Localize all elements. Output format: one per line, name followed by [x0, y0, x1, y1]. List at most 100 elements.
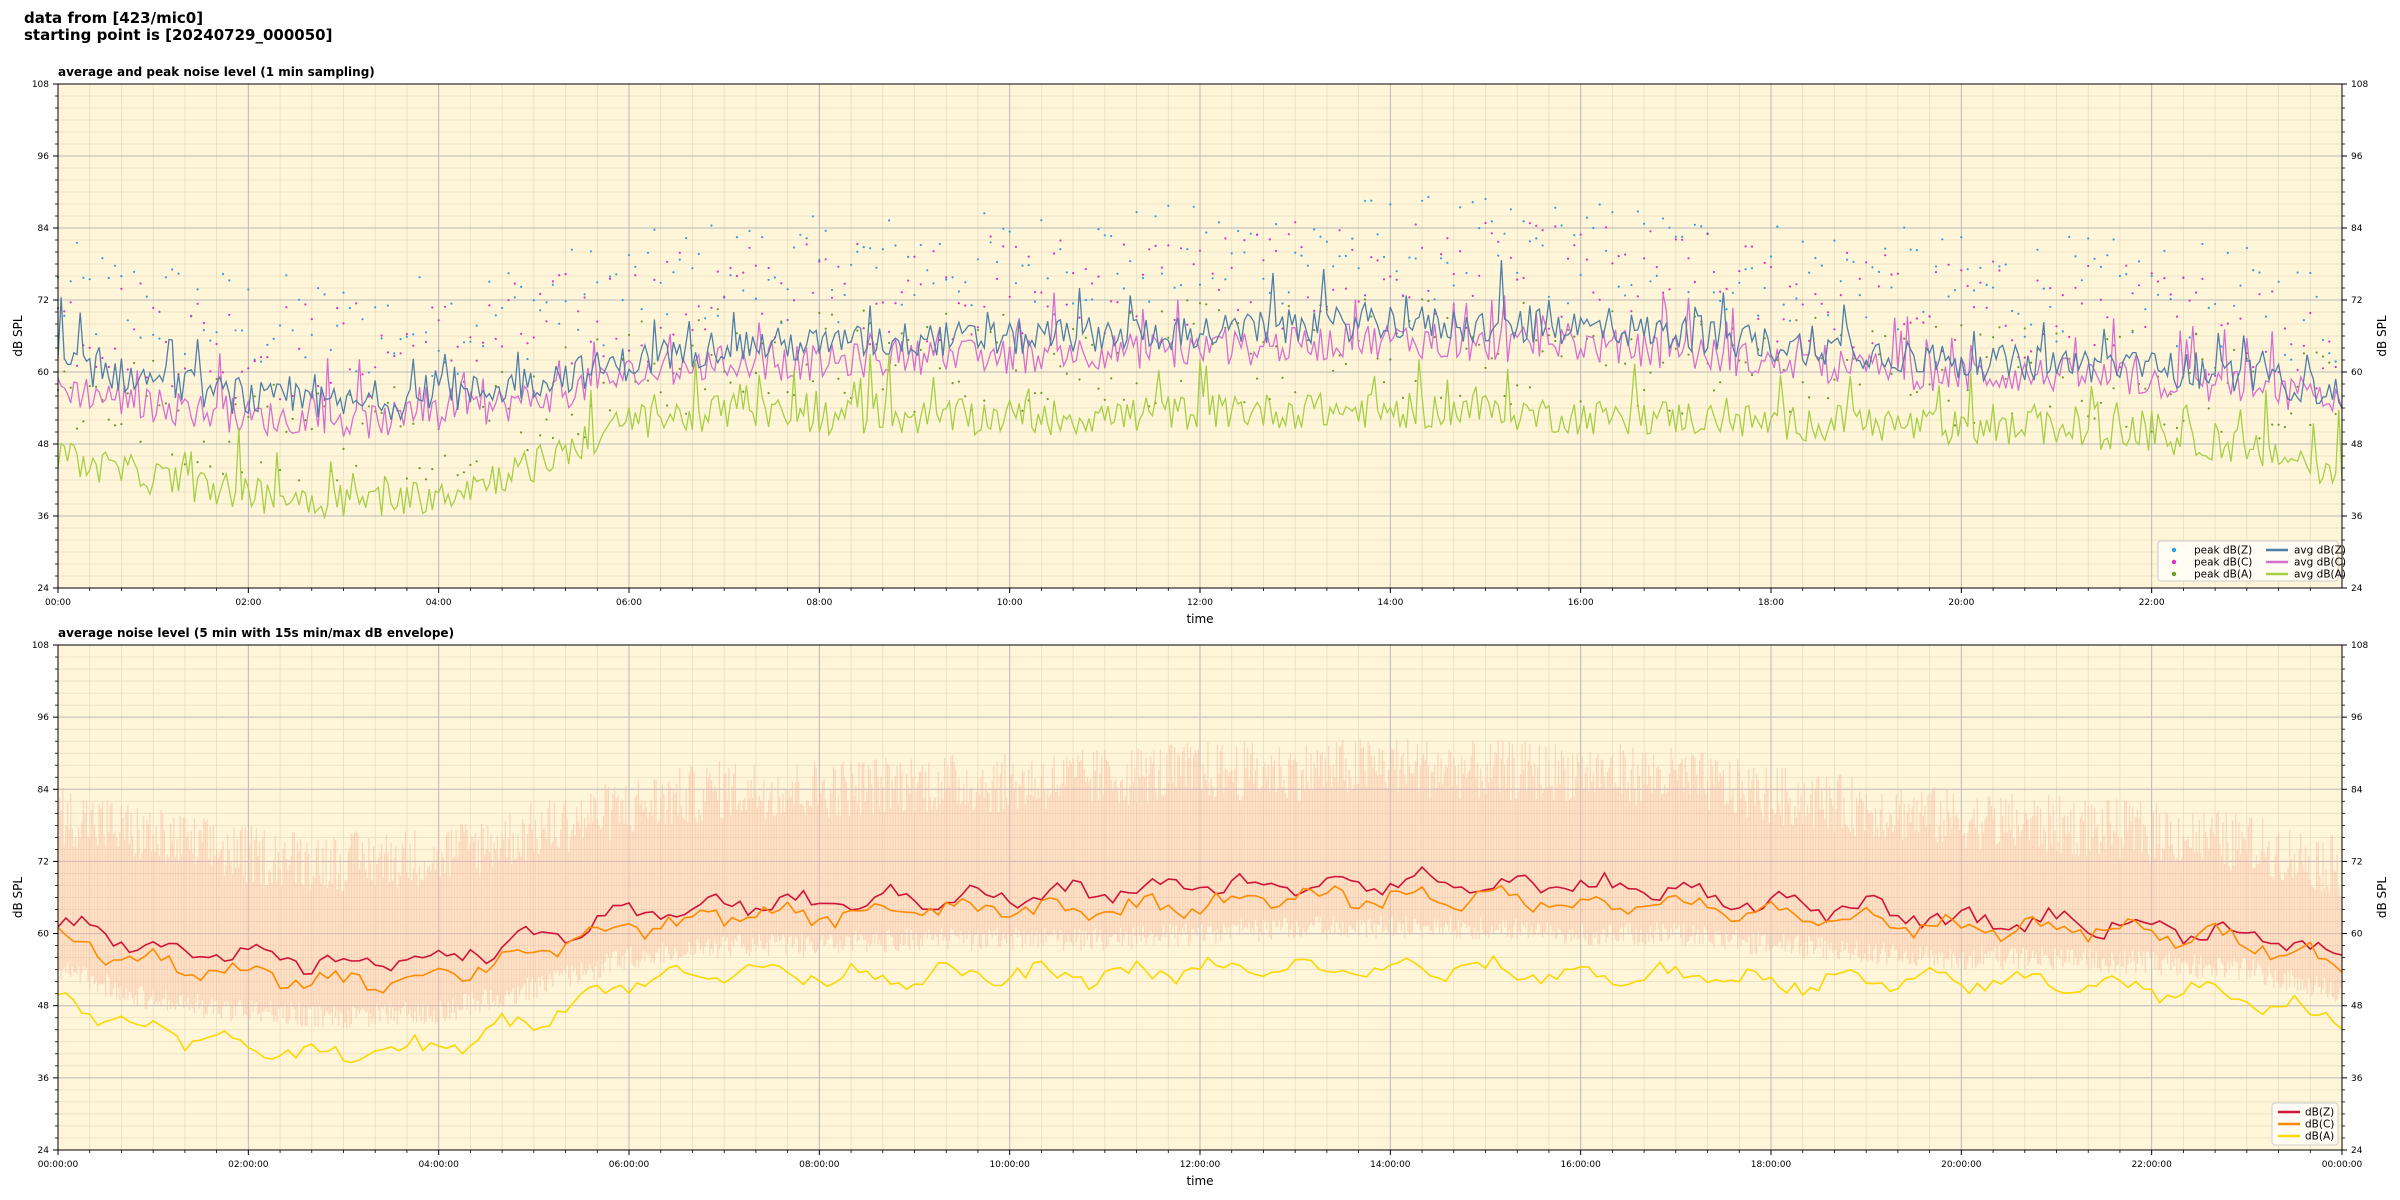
scatter-point	[69, 280, 72, 283]
scatter-point	[405, 335, 408, 338]
scatter-point	[355, 302, 358, 305]
scatter-point	[1922, 321, 1925, 324]
scatter-point	[240, 471, 244, 474]
y-axis-label: dB SPL	[11, 877, 25, 919]
scatter-point	[1947, 263, 1950, 266]
scatter-point	[1617, 285, 1620, 288]
scatter-point	[88, 385, 91, 388]
scatter-point	[1960, 324, 1963, 327]
scatter-point	[1389, 358, 1392, 361]
scatter-point	[1014, 245, 1018, 248]
scatter-point	[482, 341, 485, 344]
scatter-point	[862, 309, 865, 312]
scatter-point	[2302, 319, 2305, 322]
scatter-point	[1440, 396, 1443, 399]
scatter-point	[805, 243, 808, 246]
scatter-point	[989, 241, 992, 244]
scatter-point	[323, 398, 326, 402]
scatter-point	[2106, 316, 2109, 319]
scatter-point	[1313, 329, 1316, 332]
scatter-point	[1478, 227, 1481, 230]
scatter-point	[1750, 267, 1754, 270]
scatter-point	[2099, 298, 2102, 301]
scatter-point	[564, 346, 567, 349]
x-axis-label: time	[1186, 1174, 1213, 1188]
x-tick-label: 00:00:00	[2322, 1160, 2363, 1170]
scatter-point	[1763, 286, 1766, 290]
scatter-point	[1598, 298, 1601, 301]
scatter-point	[900, 303, 903, 306]
scatter-point	[729, 266, 732, 270]
scatter-point	[1738, 270, 1741, 273]
scatter-point	[501, 345, 504, 348]
scatter-point	[1528, 222, 1531, 225]
scatter-point	[1401, 396, 1405, 399]
scatter-point	[1471, 201, 1474, 204]
scatter-point	[336, 307, 339, 310]
scatter-point	[1547, 334, 1550, 337]
scatter-point	[1027, 264, 1030, 267]
scatter-point	[1217, 309, 1221, 312]
scatter-point	[1522, 220, 1525, 223]
scatter-point	[152, 359, 155, 362]
scatter-point	[2175, 426, 2179, 429]
scatter-point	[1668, 226, 1671, 229]
scatter-point	[1833, 328, 1836, 331]
scatter-point	[1662, 217, 1665, 220]
scatter-point	[253, 360, 256, 363]
scatter-point	[1522, 276, 1525, 280]
scatter-point	[767, 266, 770, 270]
scatter-point	[1814, 316, 1817, 319]
scatter-point	[120, 275, 123, 278]
scatter-point	[2150, 274, 2153, 277]
scatter-point	[1446, 261, 1449, 264]
scatter-point	[1363, 199, 1367, 202]
scatter-point	[1516, 384, 1519, 387]
scatter-point	[685, 313, 688, 316]
scatter-point	[380, 334, 383, 337]
scatter-point	[2334, 412, 2337, 416]
scatter-point	[75, 364, 79, 367]
scatter-point	[1649, 280, 1652, 283]
scatter-point	[2169, 298, 2172, 301]
scatter-point	[1516, 271, 1519, 274]
scatter-point	[2049, 287, 2052, 290]
series-line	[57, 353, 2343, 520]
scatter-point	[2118, 335, 2121, 338]
scatter-point	[837, 265, 840, 268]
scatter-point	[2080, 399, 2083, 402]
scatter-point	[811, 291, 815, 294]
scatter-point	[608, 277, 612, 280]
scatter-point	[291, 417, 294, 420]
scatter-point	[2093, 343, 2096, 347]
scatter-point	[405, 333, 408, 336]
scatter-point	[2283, 327, 2286, 330]
scatter-point	[1947, 399, 1950, 402]
x-tick-label: 14:00	[1377, 598, 1403, 608]
scatter-point	[2195, 291, 2198, 294]
scatter-point	[1275, 345, 1278, 348]
scatter-point	[583, 293, 586, 296]
scatter-point	[171, 453, 174, 456]
scatter-point	[2030, 350, 2033, 353]
legend-label: avg dB(A)	[2294, 569, 2346, 581]
scatter-point	[2163, 277, 2166, 280]
scatter-point	[1915, 317, 1918, 320]
scatter-point	[856, 250, 859, 253]
scatter-point	[646, 379, 650, 382]
scatter-point	[1033, 300, 1037, 303]
scatter-point	[602, 344, 605, 347]
scatter-point	[2309, 271, 2312, 275]
scatter-point	[1452, 284, 1455, 287]
scatter-point	[310, 318, 313, 321]
scatter-point	[2068, 235, 2071, 238]
scatter-point	[1566, 302, 1570, 305]
scatter-point	[1167, 244, 1170, 247]
scatter-point	[456, 345, 459, 348]
scatter-point	[907, 338, 910, 341]
scatter-point	[234, 396, 237, 399]
scatter-point	[697, 319, 700, 322]
scatter-point	[691, 344, 694, 347]
scatter-point	[501, 306, 504, 309]
scatter-point	[761, 236, 764, 239]
